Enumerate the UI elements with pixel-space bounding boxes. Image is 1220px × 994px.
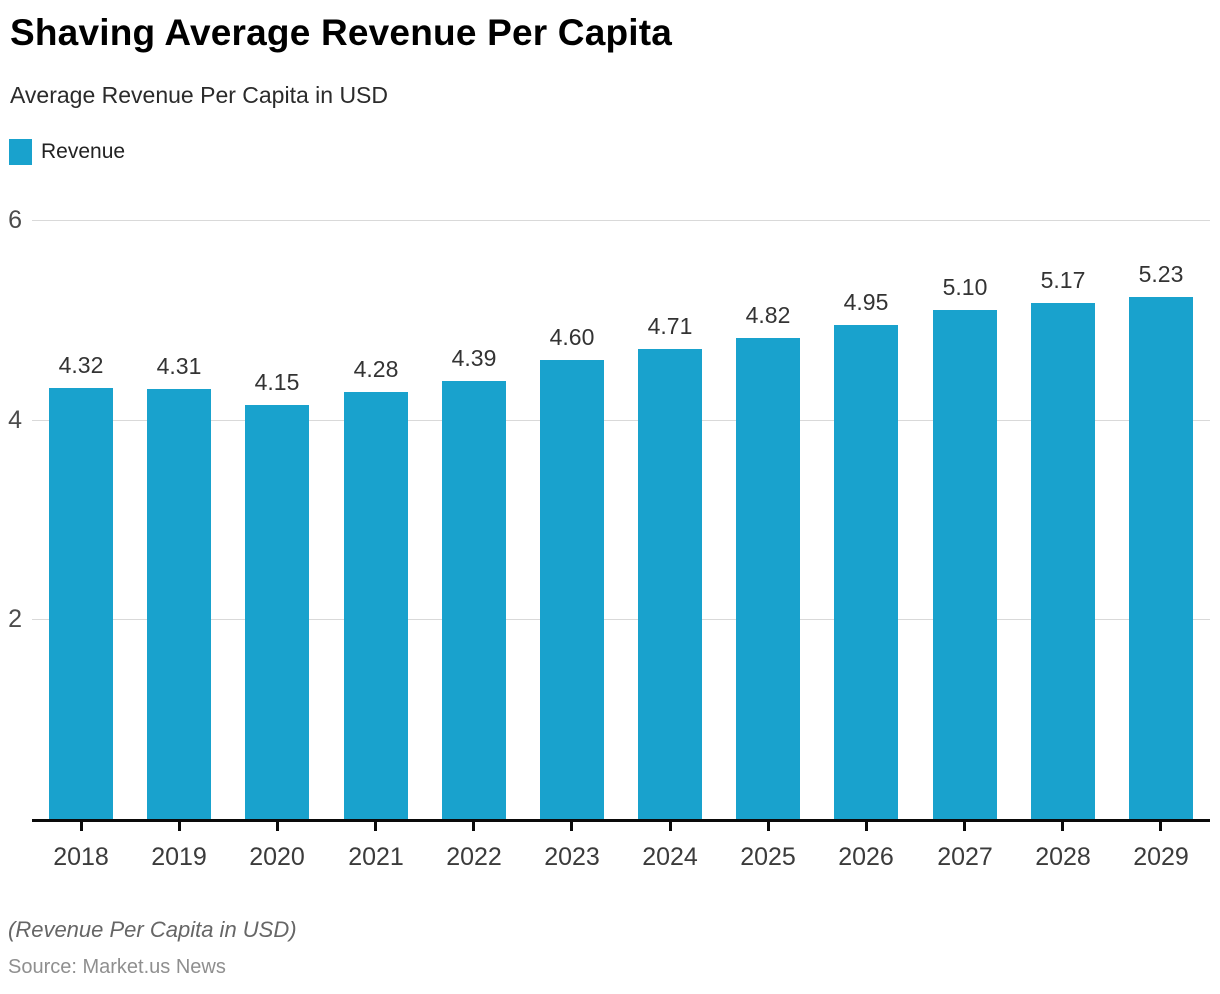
bar-value-label: 5.17 xyxy=(1040,267,1086,293)
y-axis-label: 4 xyxy=(8,406,22,434)
gridline xyxy=(32,220,1210,221)
bar[interactable] xyxy=(1129,297,1193,819)
x-axis-tick xyxy=(865,822,868,831)
bar[interactable] xyxy=(1031,303,1095,819)
x-axis-tick xyxy=(767,822,770,831)
bar[interactable] xyxy=(933,310,997,819)
x-axis-label: 2019 xyxy=(151,843,207,871)
bar[interactable] xyxy=(442,381,506,819)
bar[interactable] xyxy=(834,325,898,819)
x-axis-label: 2027 xyxy=(937,843,993,871)
x-axis-label: 2020 xyxy=(249,843,305,871)
bar[interactable] xyxy=(49,388,113,819)
source-text: Source: Market.us News xyxy=(8,956,226,978)
x-axis-tick xyxy=(80,822,83,831)
bar[interactable] xyxy=(245,405,309,819)
bar-value-label: 4.95 xyxy=(843,289,889,315)
bar-value-label: 4.82 xyxy=(745,302,791,328)
x-axis-line xyxy=(32,819,1210,822)
bar-value-label: 5.23 xyxy=(1138,261,1184,287)
gridline xyxy=(32,420,1210,421)
x-axis-tick xyxy=(374,822,377,831)
bar[interactable] xyxy=(638,349,702,819)
x-axis-tick xyxy=(1159,822,1162,831)
bar-value-label: 4.31 xyxy=(156,353,202,379)
bar[interactable] xyxy=(344,392,408,819)
bar[interactable] xyxy=(736,338,800,819)
bar-value-label: 4.32 xyxy=(58,352,104,378)
bar-value-label: 4.39 xyxy=(451,345,497,371)
x-axis-label: 2023 xyxy=(544,843,600,871)
x-axis-label: 2029 xyxy=(1133,843,1189,871)
bar-value-label: 4.60 xyxy=(549,324,595,350)
chart-title: Shaving Average Revenue Per Capita xyxy=(10,12,673,53)
bar-value-label: 4.15 xyxy=(254,369,300,395)
x-axis-label: 2028 xyxy=(1035,843,1091,871)
footer-note: (Revenue Per Capita in USD) xyxy=(8,917,297,942)
legend-swatch xyxy=(9,139,32,165)
x-axis-label: 2025 xyxy=(740,843,796,871)
x-axis-label: 2026 xyxy=(838,843,894,871)
bar[interactable] xyxy=(147,389,211,819)
legend: Revenue xyxy=(9,139,125,165)
legend-item-revenue[interactable]: Revenue xyxy=(9,139,125,165)
x-axis-tick xyxy=(472,822,475,831)
bar-value-label: 4.71 xyxy=(647,313,693,339)
x-axis-tick xyxy=(669,822,672,831)
bar-value-label: 4.28 xyxy=(353,356,399,382)
x-axis-tick xyxy=(276,822,279,831)
x-axis-tick xyxy=(178,822,181,831)
x-axis-label: 2022 xyxy=(446,843,502,871)
x-axis-label: 2024 xyxy=(642,843,698,871)
chart-subtitle: Average Revenue Per Capita in USD xyxy=(10,82,389,108)
x-axis-tick xyxy=(963,822,966,831)
x-axis-label: 2021 xyxy=(348,843,404,871)
x-axis-tick xyxy=(1061,822,1064,831)
y-axis-label: 2 xyxy=(8,605,22,633)
x-axis-tick xyxy=(570,822,573,831)
x-axis-label: 2018 xyxy=(53,843,109,871)
bar-value-label: 5.10 xyxy=(942,274,988,300)
legend-label: Revenue xyxy=(41,140,126,163)
gridline xyxy=(32,619,1210,620)
y-axis-label: 6 xyxy=(8,206,22,234)
bar[interactable] xyxy=(540,360,604,819)
